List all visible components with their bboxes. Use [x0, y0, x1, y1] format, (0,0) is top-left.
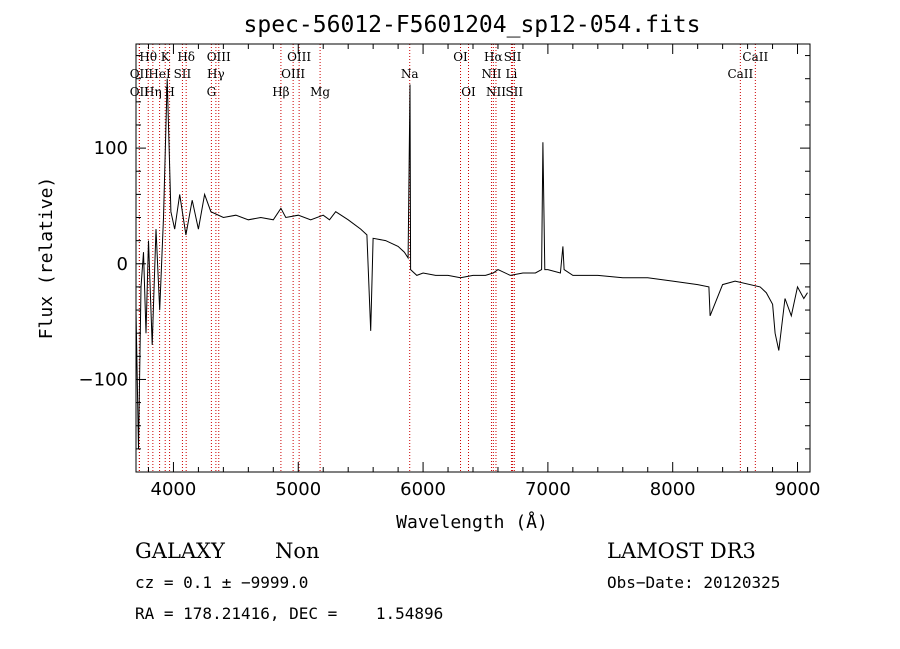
line-marker-label: CaII [742, 50, 768, 64]
y-tick-label: 100 [94, 138, 128, 159]
x-tick-label: 9000 [775, 479, 821, 500]
x-axis-label: Wavelength (Å) [396, 511, 548, 533]
line-marker-label: HeI [148, 67, 171, 81]
x-axis-ticks: 4000 5000 6000 7000 8000 9000 [147, 44, 821, 500]
line-marker-label: NII [486, 85, 506, 99]
observation-date: Obs−Date: 20120325 [607, 573, 780, 592]
line-marker-label: G [207, 85, 217, 99]
plot-frame [135, 43, 811, 473]
line-marker-label: OII [130, 67, 150, 81]
line-marker-label: OI [461, 85, 476, 99]
line-marker-label: NII [481, 67, 501, 81]
x-tick-label: 7000 [525, 479, 571, 500]
y-axis-ticks: −100 0 100 [79, 55, 810, 450]
spectrum-series-line [135, 78, 808, 449]
x-tick-label: 8000 [650, 479, 696, 500]
line-marker-label: OIII [287, 50, 311, 64]
line-marker-label: OI [453, 50, 468, 64]
y-tick-label: 0 [117, 254, 128, 275]
line-marker-label: Hγ [207, 67, 225, 81]
line-marker-label: Hθ [139, 50, 157, 64]
line-marker-label: SII [174, 67, 192, 81]
line-marker-label: OIII [207, 50, 231, 64]
line-marker-label: K [161, 50, 171, 64]
line-marker-label: Li [506, 67, 518, 81]
line-marker-label: OII [130, 85, 150, 99]
x-tick-label: 5000 [275, 479, 321, 500]
line-marker-group [138, 44, 756, 472]
y-tick-label: −100 [79, 369, 128, 390]
line-marker-label: SII [504, 50, 522, 64]
redshift-readout: cz = 0.1 ± −9999.0 [135, 573, 308, 592]
line-marker-label: Hδ [177, 50, 195, 64]
object-class: GALAXY [135, 539, 226, 563]
line-marker-label: Mg [310, 85, 330, 99]
coordinates-readout: RA = 178.21416, DEC = 1.54896 [135, 604, 443, 623]
line-marker-label: SII [505, 85, 523, 99]
chart-title: spec-56012-F5601204_sp12-054.fits [244, 12, 701, 38]
line-marker-label: Hη [144, 85, 162, 99]
line-marker-label: Na [401, 67, 419, 81]
line-marker-label: CaII [727, 67, 753, 81]
y-axis-label: Flux (relative) [36, 177, 57, 340]
line-marker-label: OIII [281, 67, 305, 81]
line-marker-label: H [164, 85, 174, 99]
x-tick-label: 6000 [400, 479, 446, 500]
object-subclass: Non [275, 539, 320, 563]
survey-name: LAMOST DR3 [607, 539, 756, 563]
line-marker-label: Hβ [272, 85, 289, 99]
x-tick-label: 4000 [151, 479, 197, 500]
line-marker-label: Hα [484, 50, 503, 64]
